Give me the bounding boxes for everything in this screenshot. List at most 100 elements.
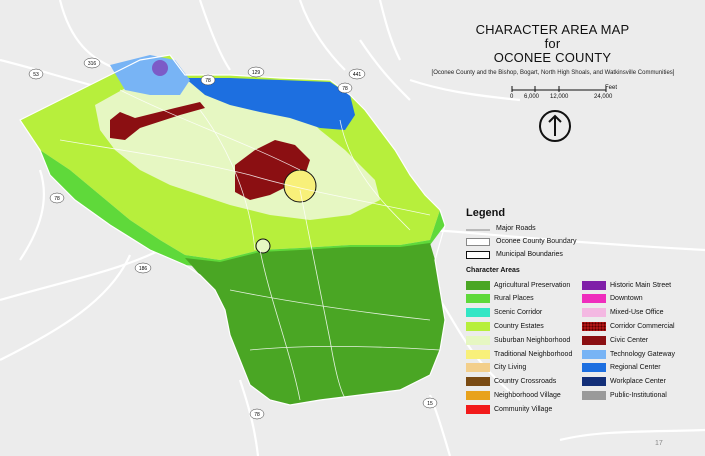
legend-label: Country Estates <box>494 322 544 330</box>
legend-right-item: Mixed-Use Office <box>582 308 664 318</box>
legend-county-boundary: Oconee County Boundary <box>496 238 577 245</box>
legend-label: Regional Center <box>610 364 661 372</box>
hwy-186-shield: 186 <box>134 262 152 274</box>
scale-unit: Feet <box>605 85 618 91</box>
hwy-186-label: 186 <box>139 266 148 272</box>
legend-right-item: Technology Gateway <box>582 349 675 359</box>
hwy-129-label: 129 <box>252 70 261 76</box>
legend-label: Corridor Commercial <box>610 322 675 330</box>
scale-tick-3: 24,000 <box>594 94 613 100</box>
country-estates-west <box>90 160 220 245</box>
legend-right-item: Corridor Commercial <box>582 321 675 331</box>
hwy-53-label: 53 <box>33 72 39 78</box>
legend-label: Historic Main Street <box>610 281 672 289</box>
county-boundary-swatch <box>466 238 490 246</box>
legend-swatch <box>466 349 490 359</box>
legend-municipal-boundaries: Municipal Boundaries <box>496 251 563 258</box>
legend-label: Workplace Center <box>610 378 666 386</box>
municipal-boundaries-swatch <box>466 251 490 259</box>
hwy-78w-label: 78 <box>54 196 60 202</box>
scale-tick-0: 0 <box>510 94 514 100</box>
hwy-15-label: 15 <box>427 401 433 407</box>
legend-swatch <box>582 321 606 331</box>
legend-left-item: Traditional Neighborhood <box>466 349 572 359</box>
legend-label: Suburban Neighborhood <box>494 336 571 344</box>
legend-swatch <box>582 280 606 290</box>
map-title-line3: OCONEE COUNTY <box>493 50 612 65</box>
hwy-78-shield-w: 78 <box>49 192 65 204</box>
legend-label: Agricultural Preservation <box>494 281 571 289</box>
legend-left-item: Rural Places <box>466 294 534 304</box>
legend-swatch <box>466 308 490 318</box>
hwy-78n-label: 78 <box>205 78 211 84</box>
legend-right-item: Historic Main Street <box>582 280 671 290</box>
legend-left-item: Country Crossroads <box>466 377 556 387</box>
legend-left-item: Community Village <box>466 404 552 414</box>
legend-swatch <box>466 363 490 373</box>
hwy-78s-label: 78 <box>254 412 260 418</box>
highway-shields: 316 53 78 129 441 78 78 186 78 15 <box>28 57 438 420</box>
hwy-78-shield-s: 78 <box>249 408 265 420</box>
hwy-53-shield: 53 <box>28 68 44 80</box>
legend-label: Downtown <box>610 295 643 303</box>
county-roads <box>59 89 441 401</box>
legend-left-item: Scenic Corridor <box>466 308 542 318</box>
hwy-78ne-label: 78 <box>342 86 348 92</box>
legend-label: Technology Gateway <box>610 350 675 358</box>
hwy-78-shield-n: 78 <box>200 74 216 86</box>
legend-swatch <box>582 363 606 373</box>
major-roads-swatch <box>466 229 490 231</box>
hwy-15-shield: 15 <box>422 397 438 409</box>
regional-center-region <box>185 78 355 130</box>
scale-bar-graphic <box>511 86 607 92</box>
legend-swatch <box>466 294 490 304</box>
legend-left-item: Suburban Neighborhood <box>466 335 570 345</box>
legend-label: Community Village <box>494 405 553 413</box>
legend-right-item: Civic Center <box>582 335 648 345</box>
map-title-line2: for <box>544 36 561 51</box>
legend-swatch <box>466 404 490 414</box>
hwy-316-label: 316 <box>88 61 97 67</box>
legend-swatch <box>582 335 606 345</box>
legend-right-item: Regional Center <box>582 363 661 373</box>
map-subtitle: [Oconee County and the Bishop, Bogart, N… <box>431 70 675 76</box>
hwy-441-label: 441 <box>353 72 362 78</box>
legend-swatch <box>582 349 606 359</box>
legend-swatch <box>466 377 490 387</box>
scale-tick-2: 12,000 <box>550 94 569 100</box>
scale-bar: 0 6,000 12,000 24,000 Feet <box>508 84 618 108</box>
legend-left-item: Country Estates <box>466 321 544 331</box>
legend-left-item: City Living <box>466 363 526 373</box>
legend-right-item: Workplace Center <box>582 377 666 387</box>
bishop-circle <box>255 238 271 254</box>
legend-label: Scenic Corridor <box>494 309 543 317</box>
hwy-441-shield: 441 <box>348 68 366 80</box>
north-arrow-icon <box>539 110 571 142</box>
hwy-129-shield: 129 <box>247 66 265 78</box>
rural-places-region <box>40 150 445 268</box>
legend-swatch <box>466 280 490 290</box>
legend-swatch <box>582 308 606 318</box>
legend-label: City Living <box>494 364 527 372</box>
legend-label: Neighborhood Village <box>494 391 561 399</box>
legend-title: Legend <box>466 207 506 219</box>
county-regions <box>20 55 445 405</box>
page-number: 17 <box>655 440 663 447</box>
legend-label: Public-Institutional <box>610 391 667 399</box>
hwy-316-shield: 316 <box>83 57 101 69</box>
legend-right-item: Downtown <box>582 294 643 304</box>
legend-label: Civic Center <box>610 336 649 344</box>
legend-major-roads: Major Roads <box>496 225 536 232</box>
civic-center-central <box>235 140 310 200</box>
legend-left-item: Agricultural Preservation <box>466 280 570 290</box>
legend-swatch <box>466 390 490 400</box>
civic-center-north <box>110 102 205 140</box>
legend-label: Country Crossroads <box>494 378 557 386</box>
scale-tick-1: 6,000 <box>524 94 540 100</box>
legend-label: Traditional Neighborhood <box>494 350 573 358</box>
character-areas-header: Character Areas <box>466 267 520 274</box>
hwy-78-shield-ne: 78 <box>337 82 353 94</box>
legend-swatch <box>582 390 606 400</box>
legend-swatch <box>466 335 490 345</box>
